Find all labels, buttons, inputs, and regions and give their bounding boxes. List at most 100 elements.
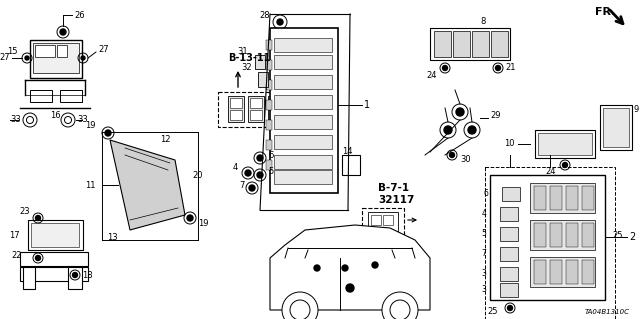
Bar xyxy=(530,220,595,250)
Bar xyxy=(534,186,546,210)
Circle shape xyxy=(495,65,500,70)
Circle shape xyxy=(282,292,318,319)
Circle shape xyxy=(35,216,40,220)
Bar xyxy=(274,155,332,169)
Circle shape xyxy=(444,126,452,134)
Circle shape xyxy=(72,272,77,278)
Bar xyxy=(230,110,242,120)
Bar xyxy=(258,72,268,87)
Text: 23: 23 xyxy=(19,207,30,217)
Circle shape xyxy=(508,306,513,310)
Text: 29: 29 xyxy=(490,110,500,120)
Bar xyxy=(500,227,518,241)
Circle shape xyxy=(346,284,354,292)
Bar xyxy=(485,167,615,319)
Bar xyxy=(502,187,520,201)
Bar xyxy=(23,267,35,289)
Bar xyxy=(490,175,605,300)
Text: 33: 33 xyxy=(77,115,88,124)
Bar xyxy=(274,170,332,184)
Text: 25: 25 xyxy=(488,308,498,316)
Bar xyxy=(250,110,262,120)
Bar xyxy=(530,183,595,213)
Bar xyxy=(342,155,360,175)
Circle shape xyxy=(277,19,283,25)
Text: 30: 30 xyxy=(460,155,470,165)
Bar xyxy=(566,223,578,247)
Text: 24: 24 xyxy=(545,167,556,176)
Bar xyxy=(250,98,262,108)
Bar xyxy=(600,105,632,150)
Bar xyxy=(274,38,332,52)
Bar xyxy=(266,40,272,50)
Circle shape xyxy=(314,265,320,271)
Circle shape xyxy=(245,170,251,176)
Text: 25: 25 xyxy=(612,231,623,240)
Text: 3: 3 xyxy=(481,286,486,294)
Text: 28: 28 xyxy=(259,11,270,20)
Circle shape xyxy=(442,65,447,70)
Bar xyxy=(603,108,629,147)
Bar xyxy=(500,267,518,281)
Bar xyxy=(500,283,518,297)
Bar xyxy=(228,96,244,122)
Text: 19: 19 xyxy=(198,219,209,227)
Text: 26: 26 xyxy=(74,11,84,19)
Text: B-7-1: B-7-1 xyxy=(378,183,409,193)
Circle shape xyxy=(468,126,476,134)
Text: 17: 17 xyxy=(10,231,20,240)
Circle shape xyxy=(60,29,66,35)
Text: 21: 21 xyxy=(505,63,515,72)
Circle shape xyxy=(257,155,263,161)
Bar xyxy=(20,252,88,266)
Bar xyxy=(550,186,562,210)
Text: 27: 27 xyxy=(98,46,109,55)
Bar xyxy=(550,223,562,247)
Bar xyxy=(270,28,338,193)
Polygon shape xyxy=(270,225,430,310)
Circle shape xyxy=(187,215,193,221)
Text: 9: 9 xyxy=(634,106,639,115)
Text: 2: 2 xyxy=(629,232,636,242)
Text: FR.: FR. xyxy=(595,7,616,17)
Bar xyxy=(60,90,82,102)
Circle shape xyxy=(449,152,454,158)
Bar xyxy=(530,257,595,287)
Circle shape xyxy=(81,56,85,60)
Bar xyxy=(33,43,79,73)
Text: 32117: 32117 xyxy=(378,195,414,205)
Text: 16: 16 xyxy=(50,110,60,120)
Bar xyxy=(274,75,332,89)
Text: 24: 24 xyxy=(426,71,437,80)
Text: 18: 18 xyxy=(82,271,93,279)
Bar xyxy=(500,247,518,261)
Text: 12: 12 xyxy=(160,136,170,145)
Text: 10: 10 xyxy=(504,139,515,149)
Text: 6: 6 xyxy=(483,189,488,198)
Bar xyxy=(434,31,451,57)
Bar xyxy=(255,55,265,69)
Bar xyxy=(274,95,332,109)
Bar xyxy=(270,98,282,108)
Text: 7: 7 xyxy=(481,249,486,258)
Text: 33: 33 xyxy=(10,115,21,124)
Bar xyxy=(266,100,272,110)
Text: 6: 6 xyxy=(268,151,273,160)
Bar xyxy=(218,92,290,127)
Bar xyxy=(538,133,592,155)
Polygon shape xyxy=(110,140,185,230)
Text: B-13-11: B-13-11 xyxy=(228,53,270,63)
Text: 22: 22 xyxy=(12,251,22,261)
Bar xyxy=(268,96,284,122)
Bar xyxy=(582,186,594,210)
Bar xyxy=(453,31,470,57)
Circle shape xyxy=(390,300,410,319)
Text: 5: 5 xyxy=(268,167,273,176)
Bar xyxy=(266,120,272,130)
Circle shape xyxy=(342,265,348,271)
Text: 19: 19 xyxy=(86,122,96,130)
Bar xyxy=(430,28,510,60)
Bar xyxy=(266,80,272,90)
Bar xyxy=(31,223,79,247)
Text: 15: 15 xyxy=(8,48,18,56)
